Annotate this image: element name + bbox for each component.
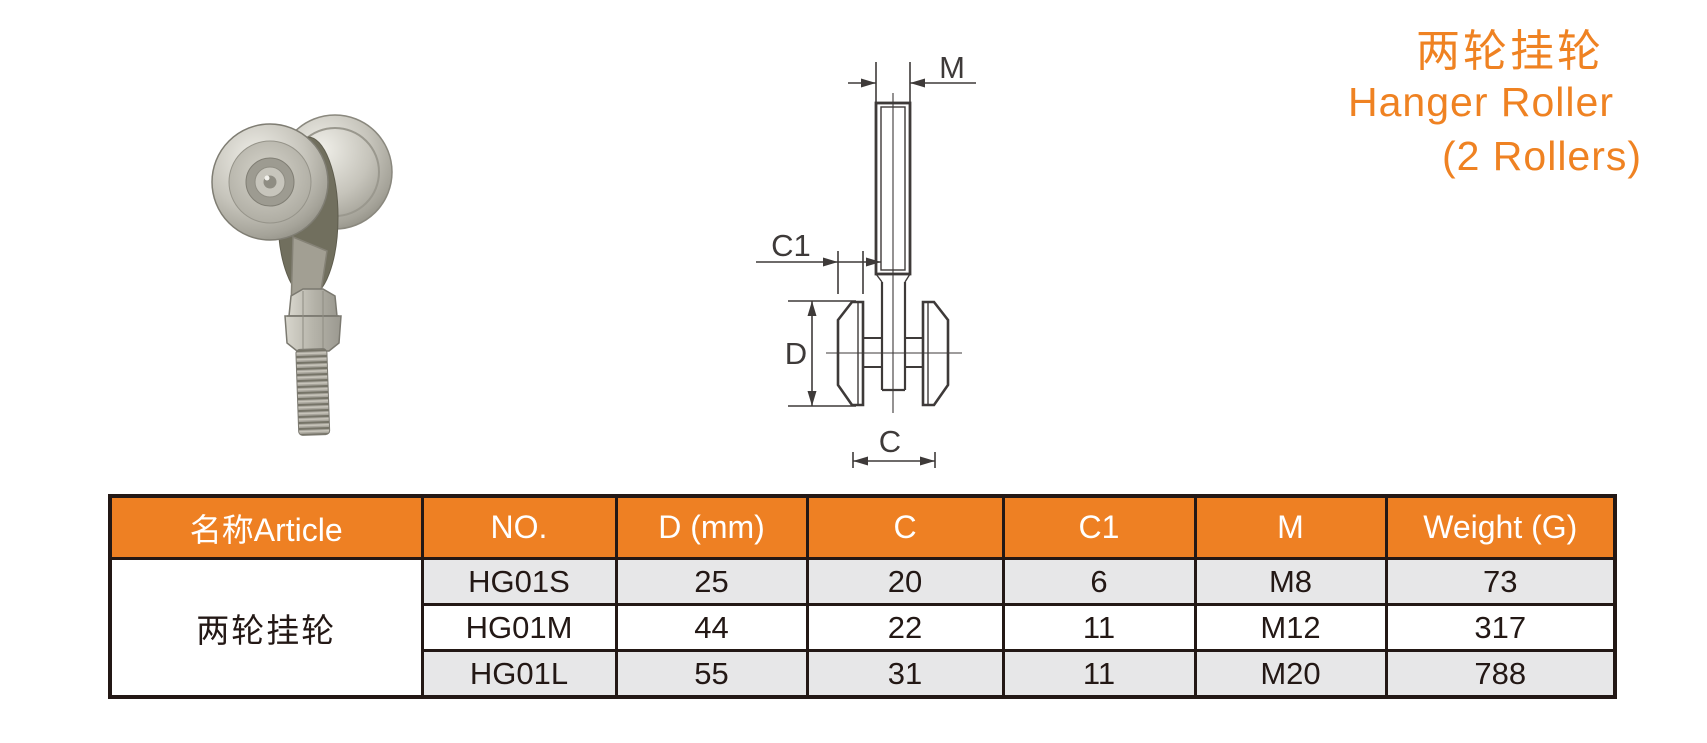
cell-no: HG01L [420,649,618,699]
col-header-d: D (mm) [614,494,809,560]
col-header-article: 名称Article [108,494,424,560]
dim-label-m: M [939,50,965,85]
col-header-c1: C1 [1001,494,1197,560]
cell-c1: 11 [1001,649,1197,699]
cell-c1: 11 [1001,603,1197,652]
col-header-c: C [805,494,1005,560]
cell-m: M20 [1193,649,1388,699]
hex-nut [284,288,342,352]
col-header-no: NO. [420,494,618,560]
cell-c: 31 [805,649,1005,699]
table-row: HG01M 44 22 11 M12 317 [110,603,1617,652]
dim-label-c: C [879,424,901,459]
cell-c1: 6 [1001,557,1197,606]
cell-weight: 317 [1384,603,1617,652]
front-wheel [211,123,329,241]
table-row: HG01L 55 31 11 M20 788 [110,649,1617,699]
cell-weight: 73 [1384,557,1617,606]
dim-c1 [756,251,881,294]
title-line-zh: 两轮挂轮 [1416,27,1604,76]
dim-m [848,62,976,103]
title-line-en1: Hanger Roller [1348,79,1614,125]
cell-c: 20 [805,557,1005,606]
dim-d [788,300,856,407]
header-row: 名称Article NO. D (mm) C C1 M Weight (G) [108,494,1617,560]
cell-m: M12 [1193,603,1388,652]
cell-c: 22 [805,603,1005,652]
cell-d: 44 [614,603,809,652]
axle-shaft [875,273,911,392]
cell-weight: 788 [1384,649,1617,699]
shank [874,93,912,413]
dim-label-d: D [785,336,807,371]
cell-no: HG01S [420,557,618,606]
dim-label-c1: C1 [771,228,811,263]
technical-diagram: M C1 [756,50,976,468]
cell-d: 25 [614,557,809,606]
col-header-weight: Weight (G) [1384,494,1617,560]
axle-pins [826,337,962,368]
title-line-en2: (2 Rollers) [1441,133,1643,179]
table-row: 两轮挂轮 HG01S 25 20 6 M8 73 [108,557,1617,699]
spec-table-body: 两轮挂轮 HG01S 25 20 6 M8 73 HG01M 44 22 11 M12 317 HG01L… [108,557,1617,699]
cell-d: 55 [614,649,809,699]
product-photo [211,114,393,436]
dim-c [852,452,936,468]
col-header-m: M [1193,494,1388,560]
cell-m: M8 [1193,557,1388,606]
article-cell: 两轮挂轮 [108,557,424,699]
threaded-rod [295,348,331,436]
spec-table: 名称Article NO. D (mm) C C1 M Weight (G) 两… [108,494,1617,699]
cell-no: HG01M [420,603,618,652]
